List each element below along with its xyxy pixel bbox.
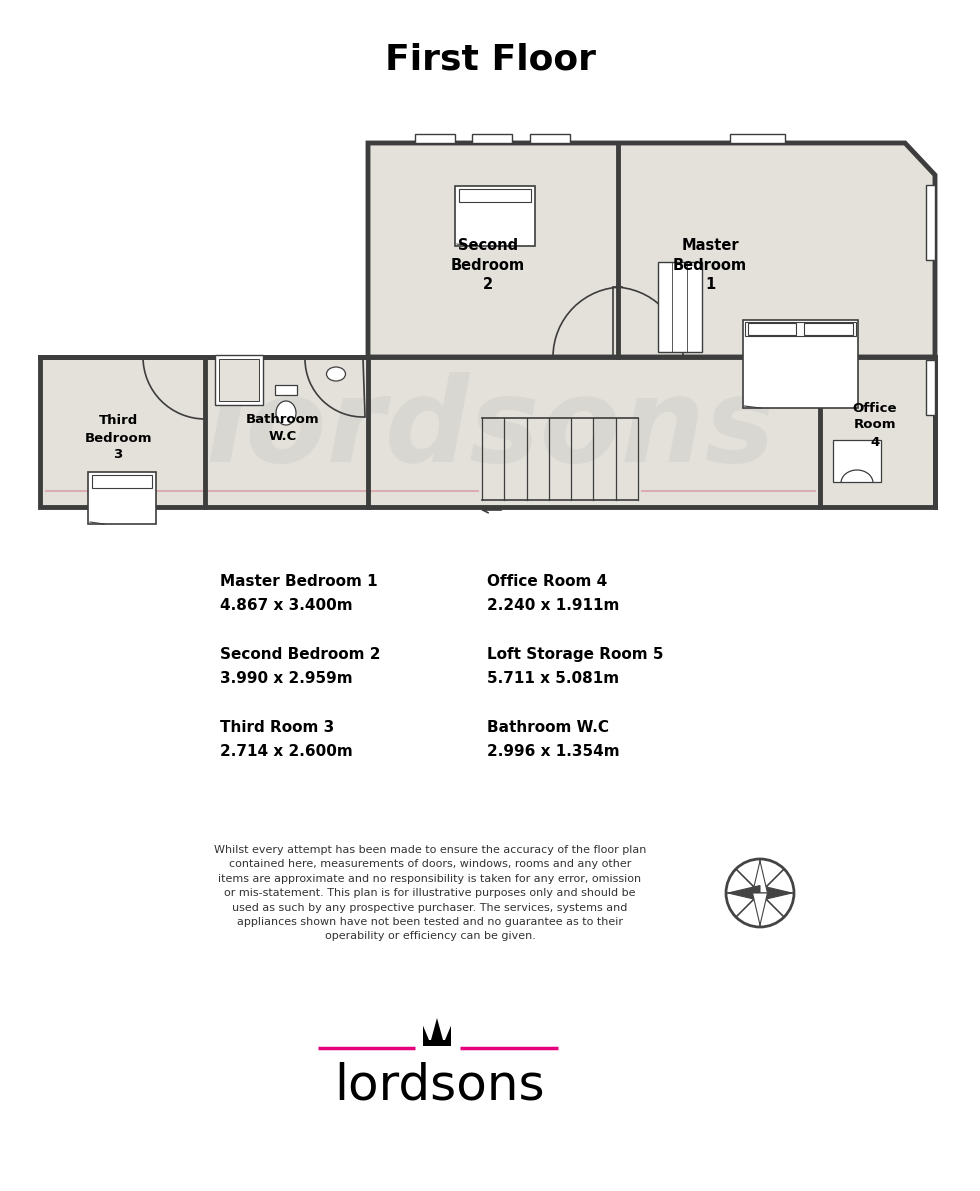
Text: lordsons: lordsons: [335, 1062, 545, 1110]
Bar: [530, 135, 570, 143]
Text: Master Bedroom 1: Master Bedroom 1: [220, 574, 377, 590]
Text: 2.240 x 1.911m: 2.240 x 1.911m: [487, 598, 619, 613]
Text: First Floor: First Floor: [384, 43, 596, 77]
Text: Whilst every attempt has been made to ensure the accuracy of the floor plan
cont: Whilst every attempt has been made to en…: [214, 844, 646, 941]
Polygon shape: [423, 1025, 429, 1040]
Text: 5.711 x 5.081m: 5.711 x 5.081m: [487, 671, 619, 686]
Ellipse shape: [326, 367, 346, 381]
Text: Second
Bedroom
2: Second Bedroom 2: [451, 238, 525, 292]
Polygon shape: [40, 357, 935, 507]
Polygon shape: [728, 886, 760, 900]
Polygon shape: [368, 143, 935, 357]
Text: Office Room 4: Office Room 4: [487, 574, 608, 590]
Bar: [215, 355, 263, 405]
Text: Third
Bedroom
3: Third Bedroom 3: [84, 414, 152, 461]
Polygon shape: [753, 893, 767, 925]
Bar: [219, 358, 259, 401]
Polygon shape: [753, 861, 767, 893]
Bar: [455, 186, 535, 247]
Circle shape: [751, 884, 769, 903]
Text: Bathroom W.C: Bathroom W.C: [487, 721, 609, 735]
Ellipse shape: [276, 401, 296, 425]
Text: Office
Room
4: Office Room 4: [853, 401, 898, 449]
Text: Third Room 3: Third Room 3: [220, 721, 334, 735]
Polygon shape: [431, 1018, 443, 1040]
Bar: [748, 323, 796, 335]
Text: lordsons: lordsons: [205, 373, 775, 487]
Bar: [926, 185, 935, 260]
Text: 2.996 x 1.354m: 2.996 x 1.354m: [487, 744, 619, 759]
Bar: [658, 262, 702, 353]
Text: Bathroom
W.C: Bathroom W.C: [246, 413, 319, 443]
Bar: [472, 135, 512, 143]
Bar: [423, 1040, 451, 1046]
Bar: [415, 135, 455, 143]
Bar: [745, 322, 856, 336]
Bar: [743, 320, 858, 409]
Polygon shape: [445, 1025, 451, 1040]
Bar: [275, 385, 297, 395]
Bar: [804, 323, 853, 335]
Bar: [833, 439, 881, 482]
Text: 3.990 x 2.959m: 3.990 x 2.959m: [220, 671, 353, 686]
Bar: [88, 472, 156, 524]
Text: 2.714 x 2.600m: 2.714 x 2.600m: [220, 744, 353, 759]
Text: 4.867 x 3.400m: 4.867 x 3.400m: [220, 598, 353, 613]
Text: Second Bedroom 2: Second Bedroom 2: [220, 647, 380, 662]
Bar: [459, 189, 531, 202]
Text: Loft Storage Room 5: Loft Storage Room 5: [487, 647, 663, 662]
Text: Master
Bedroom
1: Master Bedroom 1: [673, 238, 747, 292]
Bar: [926, 360, 935, 414]
Bar: [730, 135, 785, 143]
Bar: [92, 475, 152, 488]
Polygon shape: [760, 886, 792, 900]
